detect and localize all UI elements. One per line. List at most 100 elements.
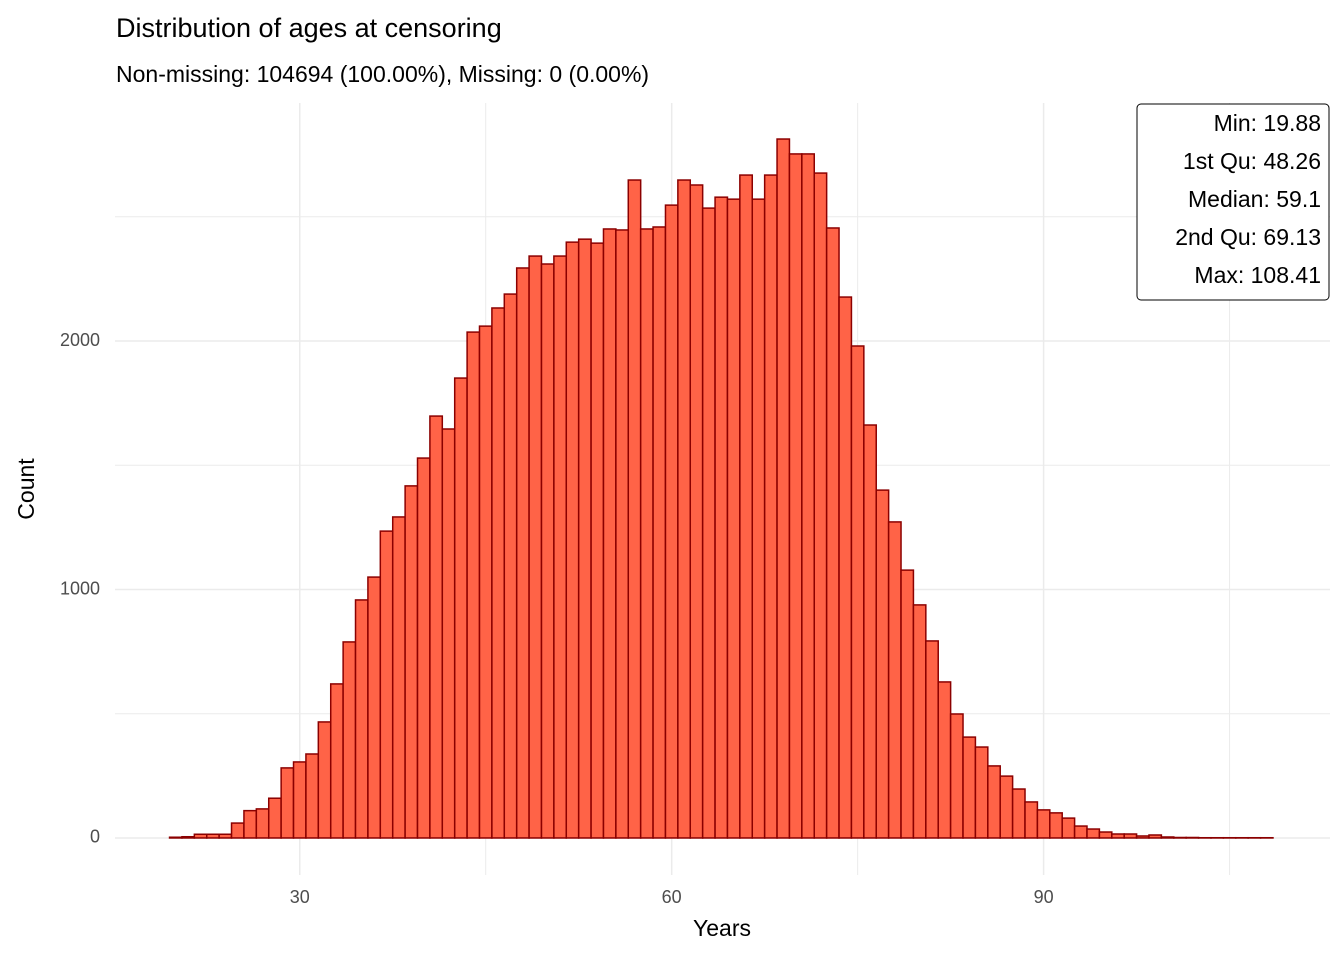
bar <box>466 331 481 839</box>
bar <box>565 241 580 839</box>
bar <box>801 153 815 839</box>
bar <box>478 325 493 839</box>
stats-line: Median: 59.1 <box>1188 186 1321 212</box>
bar <box>664 204 679 839</box>
y-tick-label: 2000 <box>60 330 100 350</box>
bar <box>863 424 877 839</box>
bar <box>912 604 927 839</box>
stats-line: 2nd Qu: 69.13 <box>1175 224 1321 250</box>
bar <box>925 640 939 839</box>
stats-line: 1st Qu: 48.26 <box>1183 148 1321 174</box>
chart-title: Distribution of ages at censoring <box>116 13 502 43</box>
bar <box>1049 812 1063 839</box>
bar <box>1011 788 1026 839</box>
bar <box>949 713 964 839</box>
bar <box>342 641 357 839</box>
bar <box>317 721 332 839</box>
bar <box>540 263 555 839</box>
bar <box>453 377 468 839</box>
bar <box>590 242 605 839</box>
x-axis-title: Years <box>693 915 751 941</box>
bar <box>763 174 778 839</box>
bar <box>825 227 840 839</box>
bar <box>528 255 543 839</box>
bar <box>1160 836 1175 839</box>
bar <box>404 485 419 839</box>
bar <box>218 833 233 839</box>
bar <box>367 576 382 839</box>
x-tick-label: 30 <box>290 887 310 907</box>
bar <box>491 307 506 839</box>
bar <box>813 172 828 839</box>
bar <box>677 179 692 839</box>
bar <box>689 184 704 839</box>
bar <box>788 153 803 839</box>
bar <box>974 746 989 839</box>
bar <box>850 345 865 839</box>
stats-line: Min: 19.88 <box>1214 110 1321 136</box>
bar <box>230 822 245 839</box>
bar <box>838 296 853 839</box>
bar <box>652 226 667 839</box>
bar <box>887 521 902 839</box>
bar <box>751 198 766 839</box>
bar <box>714 196 729 839</box>
bar <box>577 238 592 839</box>
bar <box>875 489 890 839</box>
bar <box>205 833 220 839</box>
bar <box>602 228 617 839</box>
bar <box>999 775 1014 839</box>
bar <box>280 767 295 839</box>
bar <box>1073 825 1088 839</box>
bar <box>1061 817 1076 839</box>
bars <box>168 138 1274 839</box>
bar <box>267 797 282 839</box>
bar <box>1036 809 1051 839</box>
bar <box>503 293 518 839</box>
bar <box>181 835 196 839</box>
bar <box>726 198 741 839</box>
bar <box>1098 831 1113 839</box>
x-tick-label: 60 <box>662 887 682 907</box>
bar <box>1086 828 1101 839</box>
stats-box-frame <box>1136 103 1330 301</box>
bar <box>1123 833 1138 839</box>
bar <box>292 761 307 839</box>
bar <box>615 229 630 839</box>
bar <box>193 833 208 839</box>
bar <box>962 736 977 839</box>
bar <box>243 809 258 839</box>
bar <box>329 683 344 839</box>
bar <box>305 753 320 839</box>
bar <box>739 174 754 839</box>
chart-subtitle: Non-missing: 104694 (100.00%), Missing: … <box>116 61 649 87</box>
bar <box>900 569 915 839</box>
bar <box>937 681 952 839</box>
bar <box>391 516 406 839</box>
bar <box>354 599 369 839</box>
bar <box>416 457 431 839</box>
bar <box>515 267 530 839</box>
bar <box>379 530 394 839</box>
x-tick-label: 90 <box>1034 887 1054 907</box>
bar <box>255 808 270 839</box>
bar <box>1024 801 1039 839</box>
bar <box>553 255 568 839</box>
bar <box>987 765 1001 839</box>
bar <box>1135 835 1150 839</box>
bar <box>776 138 791 839</box>
bar <box>627 179 642 839</box>
bar <box>1111 833 1125 839</box>
stats-box: Min: 19.88 1st Qu: 48.26 Median: 59.1 2nd Q… <box>1136 103 1330 301</box>
bar <box>639 228 654 839</box>
bar <box>701 207 716 839</box>
bar <box>429 415 444 839</box>
bar <box>168 836 183 839</box>
bar <box>1148 834 1163 839</box>
y-tick-label: 0 <box>90 827 100 847</box>
bar <box>441 428 456 839</box>
stats-line: Max: 108.41 <box>1194 262 1321 288</box>
y-tick-label: 1000 <box>60 578 100 598</box>
y-axis-title: Count <box>13 458 39 520</box>
